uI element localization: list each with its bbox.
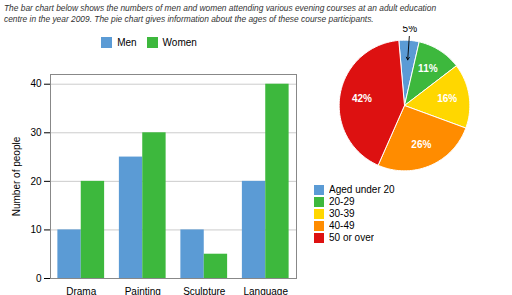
html-text:20-29: 20-29 — [329, 196, 355, 207]
svg-text:Sculpture: Sculpture — [183, 286, 226, 295]
svg-text:42%: 42% — [352, 93, 372, 104]
svg-text:Number of people: Number of people — [11, 136, 22, 216]
svg-text:40: 40 — [30, 78, 42, 89]
svg-text:11%: 11% — [418, 63, 438, 74]
svg-text:26%: 26% — [411, 139, 431, 150]
html-text:Aged under 20: Aged under 20 — [329, 184, 395, 195]
html-text:50 or over: 50 or over — [329, 232, 374, 243]
html-text:40-49: 40-49 — [329, 220, 355, 231]
html-text:Women: Women — [162, 37, 197, 48]
svg-text:Drama: Drama — [66, 286, 96, 295]
html-text:Men: Men — [117, 37, 137, 48]
svg-text:Language: Language — [244, 286, 289, 295]
html-text:30-39: 30-39 — [329, 208, 355, 219]
svg-text:Painting: Painting — [125, 286, 161, 295]
svg-text:30: 30 — [30, 127, 42, 138]
svg-text:0: 0 — [36, 273, 42, 284]
svg-text:20: 20 — [30, 176, 42, 187]
svg-text:10: 10 — [30, 224, 42, 235]
html-text:The bar chart below shows the: The bar chart below shows the numbers of… — [4, 3, 436, 24]
svg-text:16%: 16% — [437, 93, 457, 104]
svg-text:5%: 5% — [403, 26, 418, 34]
